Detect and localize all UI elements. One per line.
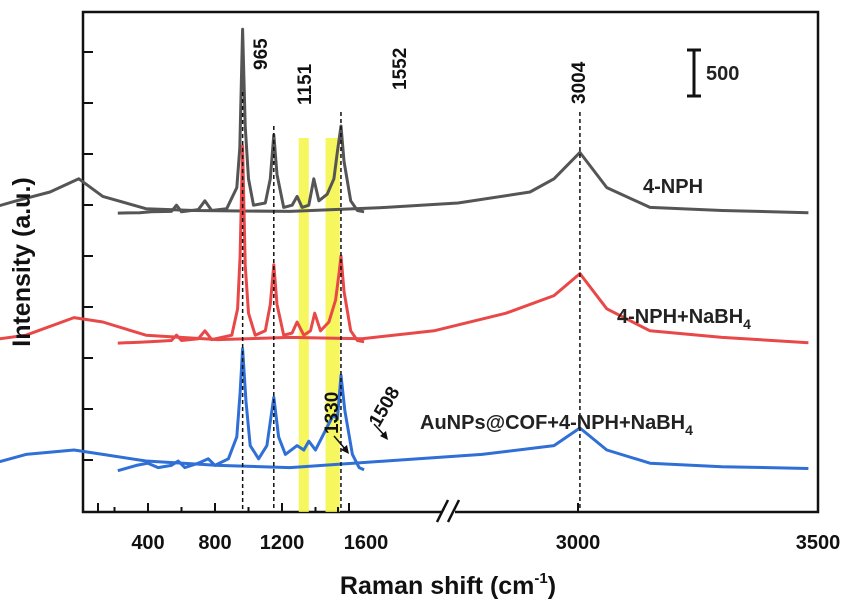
series-line-2-right	[0, 426, 809, 470]
x-tick-label-400: 400	[131, 532, 164, 554]
y-axis-title: Intensity (a.u.)	[8, 177, 36, 346]
annotation-arrow-1330	[333, 435, 349, 454]
annotation-arrow-1508	[373, 423, 388, 440]
series-line-1-right	[0, 272, 809, 345]
x-tick-label-3500: 3500	[796, 532, 841, 554]
peak-label-3004: 3004	[569, 61, 590, 104]
series-line-0-right	[0, 150, 809, 215]
series-label-aunps-cof: AuNPs@COF+4-NPH+NaBH4	[420, 412, 693, 438]
x-tick-label-1200: 1200	[260, 532, 305, 554]
series-label-4-nph-nabh4: 4-NPH+NaBH4	[617, 306, 751, 332]
spectra-lines	[0, 27, 809, 473]
x-tick-label-3000: 3000	[556, 532, 601, 554]
peak-label-1151: 1151	[295, 63, 316, 105]
x-axis-title: Raman shift (cm-1)	[340, 570, 556, 600]
x-tick-label-800: 800	[198, 532, 231, 554]
scale-bar-label: 500	[706, 63, 739, 85]
axis-ticks	[83, 51, 819, 512]
axis-break-mark	[435, 499, 461, 523]
annotation-label-1508: 1508	[365, 383, 404, 430]
peak-marker-lines	[241, 92, 581, 512]
peak-label-965: 965	[251, 38, 272, 70]
plot-frame	[81, 10, 820, 514]
series-label-4-nph: 4-NPH	[643, 176, 703, 198]
band-1330	[298, 138, 309, 512]
x-tick-label-1600: 1600	[344, 532, 389, 554]
scale-bar	[687, 48, 701, 98]
peak-label-1552: 1552	[390, 48, 411, 90]
annotation-label-1330: 1330	[322, 392, 343, 434]
